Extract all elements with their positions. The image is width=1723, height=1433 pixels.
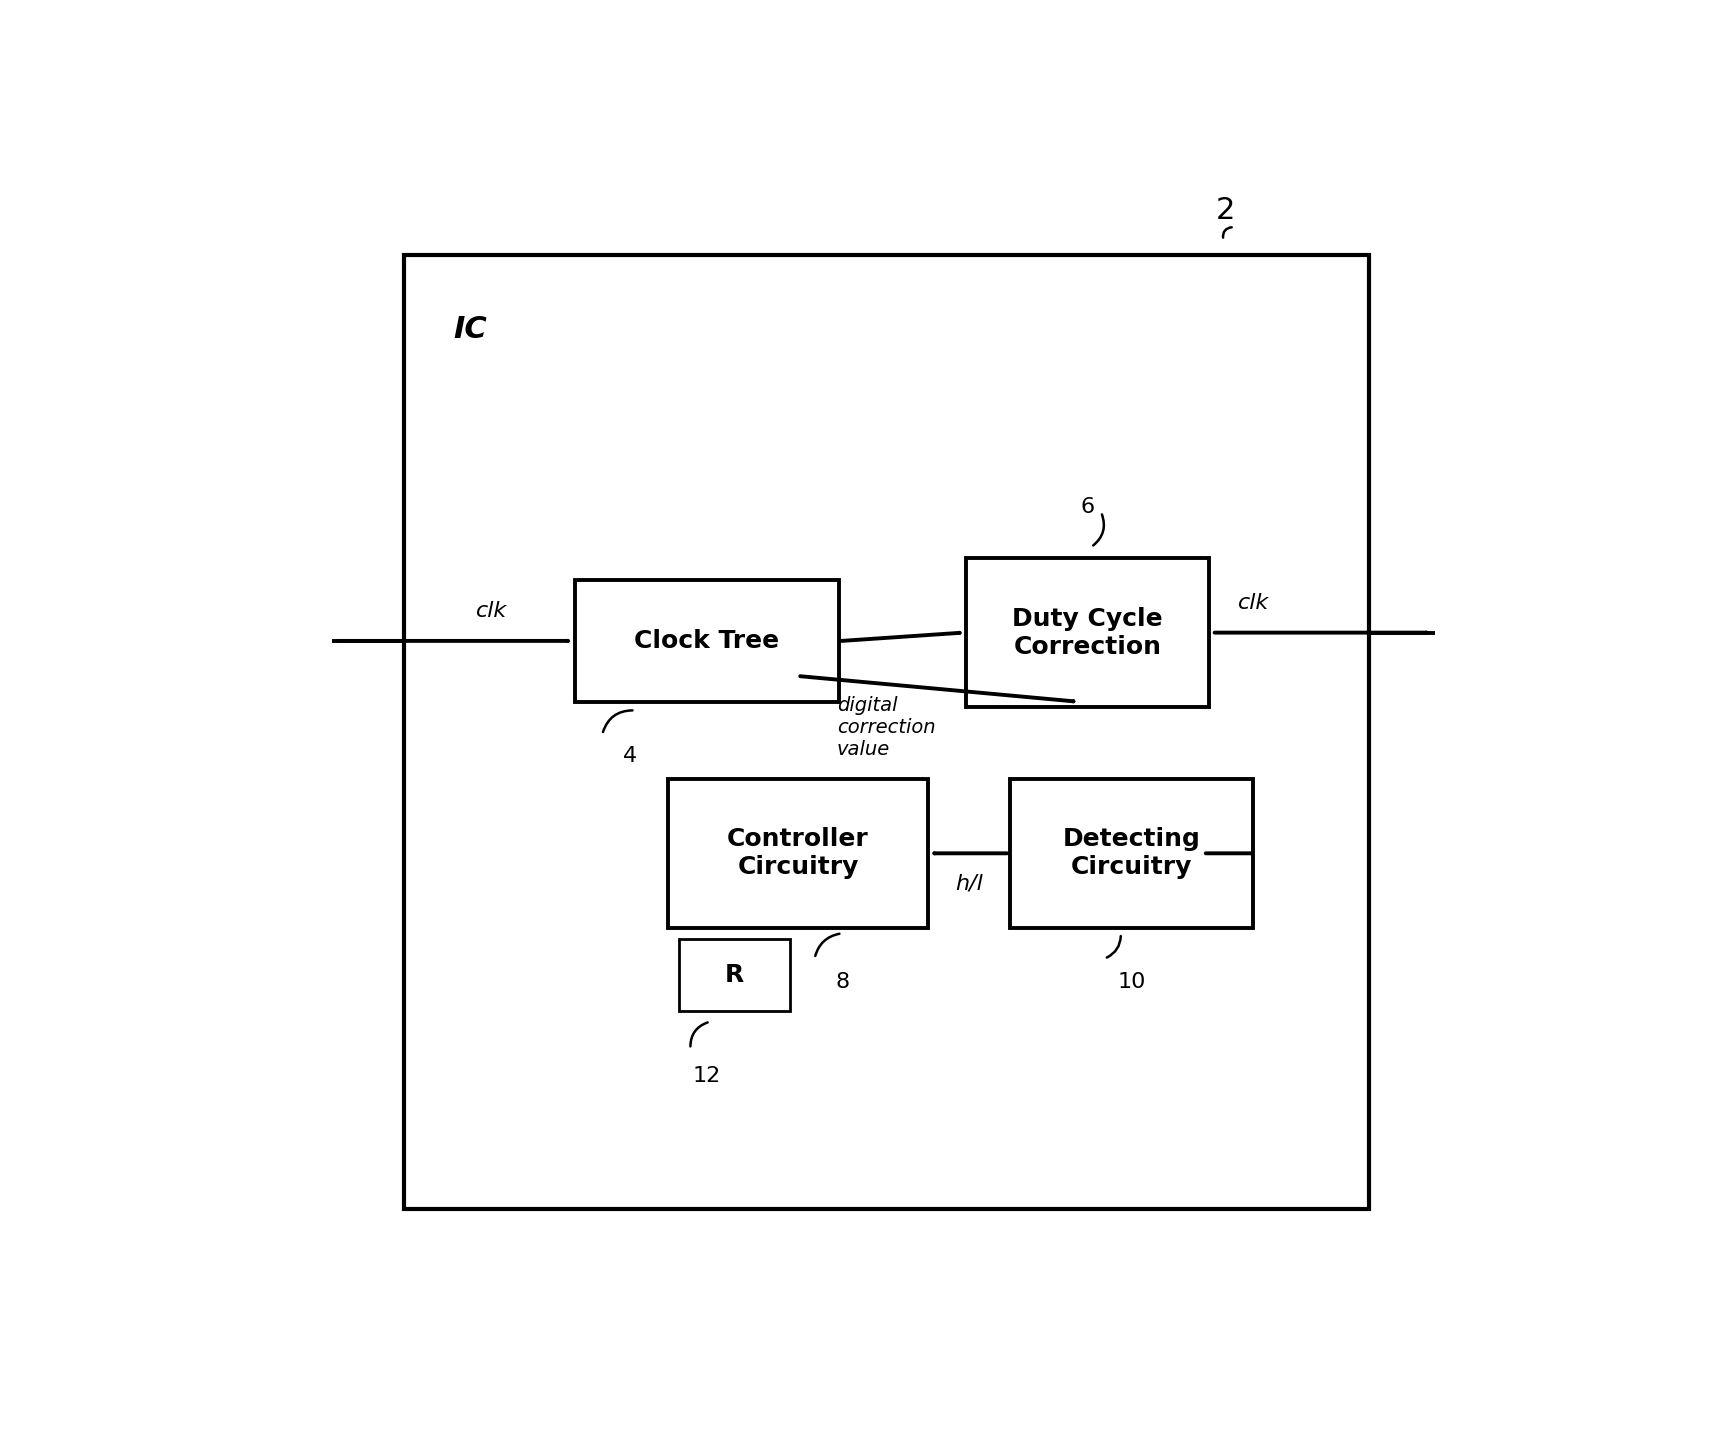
Text: Detecting
Circuitry: Detecting Circuitry <box>1063 827 1199 880</box>
Text: 6: 6 <box>1080 497 1094 517</box>
Text: R: R <box>725 963 744 987</box>
Text: 12: 12 <box>693 1066 720 1086</box>
Text: 2: 2 <box>1215 196 1235 225</box>
Text: Duty Cycle
Correction: Duty Cycle Correction <box>1011 606 1163 659</box>
Text: Controller
Circuitry: Controller Circuitry <box>727 827 868 880</box>
Text: clk: clk <box>1237 593 1268 613</box>
Text: digital
correction
value: digital correction value <box>836 696 936 759</box>
Bar <box>679 939 789 1010</box>
Text: h/l: h/l <box>955 873 982 893</box>
Text: Clock Tree: Clock Tree <box>634 629 779 653</box>
Text: clk: clk <box>476 600 507 620</box>
Text: 8: 8 <box>834 972 849 992</box>
Text: 4: 4 <box>622 745 636 765</box>
Bar <box>403 255 1368 1209</box>
Bar <box>1010 780 1253 927</box>
Text: 10: 10 <box>1117 972 1146 992</box>
Text: IC: IC <box>453 315 486 344</box>
Bar <box>967 557 1208 706</box>
Bar <box>669 780 927 927</box>
Bar <box>574 580 839 702</box>
